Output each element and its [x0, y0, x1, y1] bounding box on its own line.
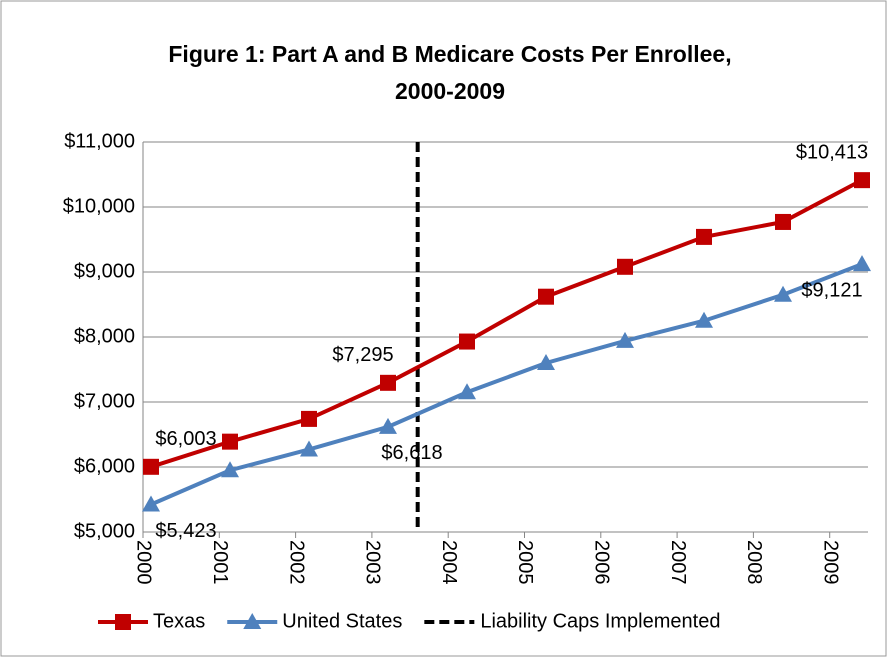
x-tick-label: 2008 [743, 540, 765, 585]
y-tick-label: $7,000 [74, 390, 135, 412]
data-point [616, 331, 634, 348]
x-tick-label: 2007 [667, 540, 689, 585]
legend-label: Texas [153, 610, 205, 632]
y-tick-label: $6,000 [74, 455, 135, 477]
x-tick-label: 2005 [514, 540, 536, 585]
series-line [150, 178, 863, 469]
data-point [617, 258, 633, 275]
data-point [221, 461, 239, 478]
data-point [695, 311, 713, 328]
y-tick-label: $9,000 [74, 260, 135, 282]
x-tick-label: 2001 [209, 540, 231, 585]
x-tick-label: 2006 [591, 540, 613, 585]
data-point [696, 228, 712, 245]
x-tick-label: 2009 [819, 540, 841, 585]
data-point [143, 458, 159, 475]
data-point [854, 172, 870, 189]
y-tick-label: $5,000 [74, 520, 135, 542]
data-label: $7,295 [332, 344, 393, 366]
legend-marker [115, 614, 131, 630]
data-point [458, 383, 476, 400]
data-label: $6,003 [155, 428, 216, 450]
data-point [537, 354, 555, 370]
data-point [379, 417, 397, 434]
data-point [300, 440, 318, 457]
y-tick-label: $11,000 [64, 130, 135, 152]
data-point [301, 410, 317, 427]
legend-marker [243, 613, 262, 629]
x-tick-label: 2000 [133, 540, 155, 585]
y-tick-label: $8,000 [74, 325, 135, 347]
chart-title: Figure 1: Part A and B Medicare Costs Pe… [168, 41, 731, 67]
data-label: $6,618 [381, 442, 442, 464]
data-point [853, 255, 871, 272]
data-label: $9,121 [801, 279, 862, 301]
data-point [774, 285, 792, 302]
data-point [380, 374, 396, 391]
series-line [150, 262, 863, 507]
legend-label: Liability Caps Implemented [480, 610, 720, 632]
data-point [222, 433, 238, 450]
data-point [538, 288, 554, 305]
x-tick-label: 2002 [285, 540, 307, 585]
y-tick-label: $10,000 [63, 195, 135, 217]
x-tick-label: 2003 [362, 540, 384, 585]
x-tick-label: 2004 [438, 540, 460, 585]
chart-title: 2000-2009 [395, 78, 505, 104]
legend-label: United States [282, 610, 402, 632]
data-point [459, 333, 475, 350]
data-point [775, 213, 791, 230]
data-label: $10,413 [796, 141, 868, 163]
data-label: $5,423 [155, 520, 216, 542]
data-point [142, 495, 160, 512]
